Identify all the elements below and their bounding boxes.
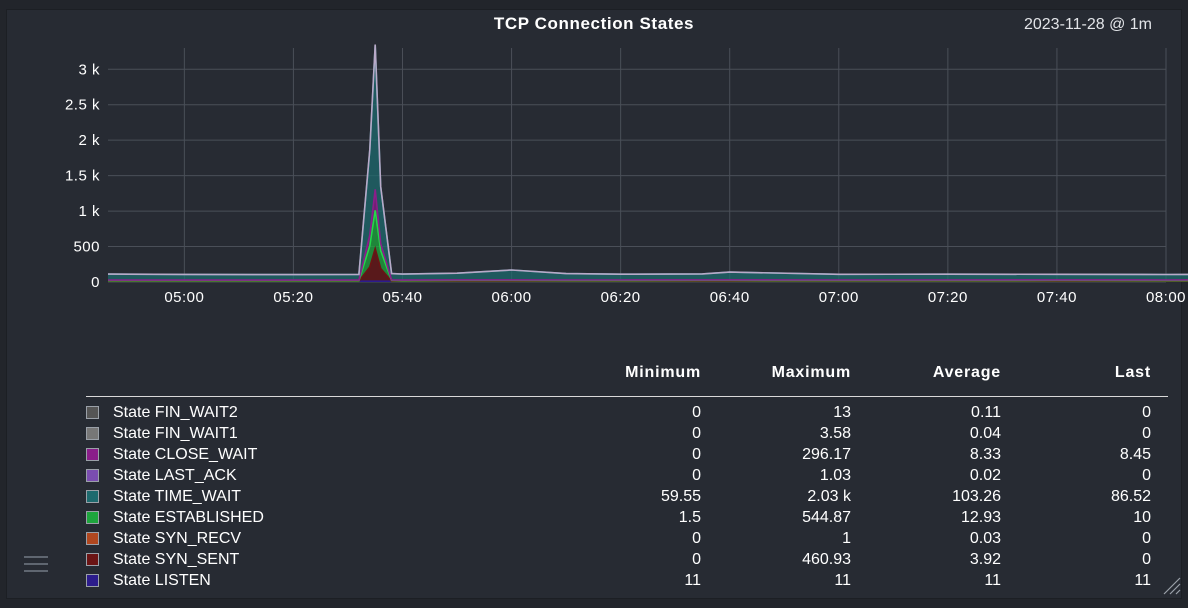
legend-swatch[interactable] <box>86 469 99 482</box>
y-tick-label: 0 <box>91 274 100 291</box>
y-tick-label: 1 k <box>78 203 100 220</box>
legend-row[interactable]: State FIN_WAIT2 0 13 0.11 0 <box>86 402 1168 423</box>
legend-series-name[interactable]: State SYN_RECV <box>113 530 242 547</box>
legend-last-value: 11 <box>1134 572 1151 589</box>
legend-last-value: 0 <box>1142 425 1151 442</box>
legend-series-name[interactable]: State LAST_ACK <box>113 467 237 484</box>
legend-series-name[interactable]: State LISTEN <box>113 572 211 589</box>
legend-row[interactable]: State ESTABLISHED 1.5 544.87 12.93 10 <box>86 507 1168 528</box>
legend-min-value: 1.5 <box>678 509 701 526</box>
legend-average-value: 0.03 <box>969 530 1001 547</box>
legend-series-name[interactable]: State FIN_WAIT1 <box>113 425 238 442</box>
legend-last-value: 0 <box>1142 530 1151 547</box>
y-tick-label: 2.5 k <box>65 97 100 114</box>
legend-min-value: 0 <box>692 530 701 547</box>
legend-series-name[interactable]: State ESTABLISHED <box>113 509 264 526</box>
x-tick-label: 08:00 <box>1146 289 1186 306</box>
legend-min-value: 11 <box>684 572 701 589</box>
legend-min-value: 59.55 <box>660 488 701 505</box>
x-tick-label: 07:40 <box>1037 289 1077 306</box>
menu-icon-bar <box>24 556 48 558</box>
legend-swatch[interactable] <box>86 532 99 545</box>
legend-average-value: 0.11 <box>971 404 1001 421</box>
legend-series-name[interactable]: State SYN_SENT <box>113 551 240 568</box>
legend-min-value: 0 <box>692 467 701 484</box>
legend-rows: State FIN_WAIT2 0 13 0.11 0 State FIN_WAIT1 0 3… <box>86 397 1168 591</box>
legend-last-value: 0 <box>1142 404 1151 421</box>
y-tick-label: 500 <box>73 239 100 256</box>
legend-max-value: 3.58 <box>819 425 851 442</box>
legend-min-value: 0 <box>692 446 701 463</box>
y-tick-label: 2 k <box>78 132 100 149</box>
legend-swatch[interactable] <box>86 427 99 440</box>
legend-min-value: 0 <box>692 404 701 421</box>
legend-average-value: 0.04 <box>969 425 1001 442</box>
legend-last-value: 8.45 <box>1119 446 1151 463</box>
legend-last-value: 0 <box>1142 467 1151 484</box>
x-tick-label: 07:20 <box>928 289 968 306</box>
legend-header: Minimum Maximum Average Last <box>86 362 1168 397</box>
legend-series-name[interactable]: State CLOSE_WAIT <box>113 446 258 463</box>
chart-title: TCP Connection States <box>493 14 695 33</box>
x-tick-label: 05:40 <box>382 289 422 306</box>
series-line[interactable] <box>108 189 1188 281</box>
legend-min-value: 0 <box>692 425 701 442</box>
series-line[interactable] <box>107 44 1188 276</box>
legend-row[interactable]: State TIME_WAIT 59.55 2.03 k 103.26 86.52 <box>86 486 1168 507</box>
legend-row[interactable]: State LAST_ACK 0 1.03 0.02 0 <box>86 465 1168 486</box>
legend-max-value: 2.03 k <box>807 488 851 505</box>
x-tick-label: 06:40 <box>710 289 750 306</box>
legend-max-value: 460.93 <box>802 551 851 568</box>
legend-average-value: 103.26 <box>952 488 1001 505</box>
x-tick-label: 05:20 <box>273 289 313 306</box>
legend-last-value: 86.52 <box>1110 488 1151 505</box>
menu-icon-bar <box>24 570 48 572</box>
x-tick-label: 06:00 <box>492 289 532 306</box>
legend-series-name[interactable]: State FIN_WAIT2 <box>113 404 238 421</box>
legend-average-value: 0.02 <box>969 467 1001 484</box>
legend-swatch[interactable] <box>86 406 99 419</box>
resize-handle-icon[interactable] <box>1162 576 1182 596</box>
header-maximum[interactable]: Maximum <box>771 364 851 381</box>
legend-swatch[interactable] <box>86 448 99 461</box>
legend-last-value: 0 <box>1142 551 1151 568</box>
legend-min-value: 0 <box>692 551 701 568</box>
legend-swatch[interactable] <box>86 511 99 524</box>
header-last[interactable]: Last <box>1114 364 1151 381</box>
legend-row[interactable]: State SYN_SENT 0 460.93 3.92 0 <box>86 549 1168 570</box>
legend-max-value: 1.03 <box>819 467 851 484</box>
legend-last-value: 10 <box>1133 509 1151 526</box>
period-label: 2023-11-28 @ 1m <box>1023 16 1152 33</box>
legend-max-value: 1 <box>842 530 851 547</box>
plot-area <box>108 48 1166 282</box>
legend-table: Minimum Maximum Average Last State FIN_W… <box>86 362 1168 591</box>
legend-swatch[interactable] <box>86 553 99 566</box>
legend-row[interactable]: State FIN_WAIT1 0 3.58 0.04 0 <box>86 423 1168 444</box>
legend-max-value: 11 <box>834 572 851 589</box>
legend-swatch[interactable] <box>86 574 99 587</box>
series-area[interactable] <box>108 248 1188 282</box>
legend-max-value: 13 <box>833 404 851 421</box>
legend-average-value: 8.33 <box>969 446 1001 463</box>
legend-max-value: 544.87 <box>802 509 851 526</box>
header-average[interactable]: Average <box>932 364 1001 381</box>
x-tick-label: 06:20 <box>601 289 641 306</box>
legend-average-value: 11 <box>984 572 1001 589</box>
menu-icon[interactable] <box>24 554 48 574</box>
x-tick-label: 07:00 <box>819 289 859 306</box>
legend-average-value: 12.93 <box>960 509 1001 526</box>
legend-row[interactable]: State CLOSE_WAIT 0 296.17 8.33 8.45 <box>86 444 1168 465</box>
chart-svg[interactable]: 0 500 1 k 1.5 k 2 k 2.5 k 3 k 05:00 05:20 05:40 06… <box>0 0 1188 340</box>
legend-series-name[interactable]: State TIME_WAIT <box>113 488 242 505</box>
legend-row[interactable]: State SYN_RECV 0 1 0.03 0 <box>86 528 1168 549</box>
legend-average-value: 3.92 <box>969 551 1001 568</box>
y-tick-label: 1.5 k <box>65 168 100 185</box>
header-minimum[interactable]: Minimum <box>625 364 701 381</box>
x-tick-label: 05:00 <box>164 289 204 306</box>
legend-row[interactable]: State LISTEN 11 11 11 11 <box>86 570 1168 591</box>
legend-max-value: 296.17 <box>802 446 851 463</box>
legend-swatch[interactable] <box>86 490 99 503</box>
y-tick-label: 3 k <box>78 61 100 78</box>
menu-icon-bar <box>24 563 48 565</box>
